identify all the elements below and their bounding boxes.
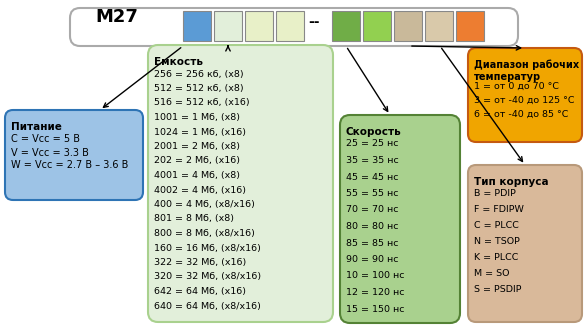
- FancyBboxPatch shape: [183, 11, 211, 41]
- Text: V = Vcc = 3.3 В: V = Vcc = 3.3 В: [11, 148, 89, 157]
- FancyBboxPatch shape: [148, 45, 333, 322]
- Text: M27: M27: [95, 8, 138, 26]
- FancyBboxPatch shape: [5, 110, 143, 200]
- Text: 10 = 100 нс: 10 = 100 нс: [346, 272, 405, 280]
- Text: 800 = 8 Мб, (x8/x16): 800 = 8 Мб, (x8/x16): [154, 229, 255, 238]
- Text: 35 = 35 нс: 35 = 35 нс: [346, 156, 399, 165]
- Text: W = Vcc = 2.7 В – 3.6 В: W = Vcc = 2.7 В – 3.6 В: [11, 160, 128, 171]
- Text: S = PSDIP: S = PSDIP: [474, 285, 522, 295]
- Text: Тип корпуса: Тип корпуса: [474, 177, 549, 187]
- Text: 256 = 256 кб, (x8): 256 = 256 кб, (x8): [154, 70, 243, 78]
- Text: 45 = 45 нс: 45 = 45 нс: [346, 173, 399, 181]
- FancyBboxPatch shape: [70, 8, 518, 46]
- Text: 512 = 512 кб, (x8): 512 = 512 кб, (x8): [154, 84, 243, 93]
- Text: 25 = 25 нс: 25 = 25 нс: [346, 139, 399, 149]
- Text: 70 = 70 нс: 70 = 70 нс: [346, 206, 399, 215]
- Text: C = Vcc = 5 В: C = Vcc = 5 В: [11, 134, 80, 145]
- FancyBboxPatch shape: [425, 11, 453, 41]
- Text: 202 = 2 Мб, (x16): 202 = 2 Мб, (x16): [154, 156, 240, 166]
- FancyBboxPatch shape: [363, 11, 391, 41]
- Text: B = PDIP: B = PDIP: [474, 190, 516, 198]
- Text: Емкость: Емкость: [154, 57, 203, 67]
- Text: 801 = 8 Мб, (x8): 801 = 8 Мб, (x8): [154, 215, 234, 223]
- Text: 2001 = 2 Мб, (x8): 2001 = 2 Мб, (x8): [154, 142, 240, 151]
- FancyBboxPatch shape: [468, 165, 582, 322]
- Text: Питание: Питание: [11, 122, 62, 132]
- Text: 90 = 90 нс: 90 = 90 нс: [346, 255, 399, 264]
- Text: C = PLCC: C = PLCC: [474, 221, 519, 231]
- Text: 12 = 120 нс: 12 = 120 нс: [346, 288, 405, 297]
- Text: 6 = от -40 до 85 °C: 6 = от -40 до 85 °C: [474, 110, 569, 119]
- Text: 322 = 32 Мб, (x16): 322 = 32 Мб, (x16): [154, 258, 246, 267]
- Text: 640 = 64 Мб, (x8/x16): 640 = 64 Мб, (x8/x16): [154, 301, 261, 311]
- Text: --: --: [308, 15, 320, 29]
- Text: 85 = 85 нс: 85 = 85 нс: [346, 238, 399, 248]
- FancyBboxPatch shape: [456, 11, 484, 41]
- Text: 642 = 64 Мб, (x16): 642 = 64 Мб, (x16): [154, 287, 246, 296]
- FancyBboxPatch shape: [340, 115, 460, 323]
- Text: M = SO: M = SO: [474, 270, 509, 278]
- Text: 4001 = 4 Мб, (x8): 4001 = 4 Мб, (x8): [154, 171, 240, 180]
- Text: 1 = от 0 до 70 °C: 1 = от 0 до 70 °C: [474, 82, 559, 91]
- Text: 4002 = 4 Мб, (x16): 4002 = 4 Мб, (x16): [154, 186, 246, 195]
- Text: 320 = 32 Мб, (x8/x16): 320 = 32 Мб, (x8/x16): [154, 273, 261, 281]
- Text: 1024 = 1 Мб, (x16): 1024 = 1 Мб, (x16): [154, 128, 246, 136]
- Text: 55 = 55 нс: 55 = 55 нс: [346, 189, 399, 198]
- FancyBboxPatch shape: [332, 11, 360, 41]
- Text: N = TSOP: N = TSOP: [474, 237, 520, 247]
- FancyBboxPatch shape: [468, 48, 582, 142]
- FancyBboxPatch shape: [394, 11, 422, 41]
- Text: Диапазон рабочих
температур: Диапазон рабочих температур: [474, 60, 579, 82]
- Text: Скорость: Скорость: [346, 127, 402, 137]
- Text: 15 = 150 нс: 15 = 150 нс: [346, 304, 405, 314]
- FancyBboxPatch shape: [214, 11, 242, 41]
- Text: F = FDIPW: F = FDIPW: [474, 206, 524, 215]
- Text: 400 = 4 Мб, (x8/x16): 400 = 4 Мб, (x8/x16): [154, 200, 255, 209]
- FancyBboxPatch shape: [245, 11, 273, 41]
- Text: 3 = от -40 до 125 °C: 3 = от -40 до 125 °C: [474, 95, 574, 105]
- Text: 1001 = 1 Мб, (x8): 1001 = 1 Мб, (x8): [154, 113, 240, 122]
- Text: 160 = 16 Мб, (x8/x16): 160 = 16 Мб, (x8/x16): [154, 243, 261, 253]
- Text: 516 = 512 кб, (x16): 516 = 512 кб, (x16): [154, 98, 250, 108]
- Text: K = PLCC: K = PLCC: [474, 254, 519, 262]
- Text: 80 = 80 нс: 80 = 80 нс: [346, 222, 399, 231]
- FancyBboxPatch shape: [276, 11, 304, 41]
